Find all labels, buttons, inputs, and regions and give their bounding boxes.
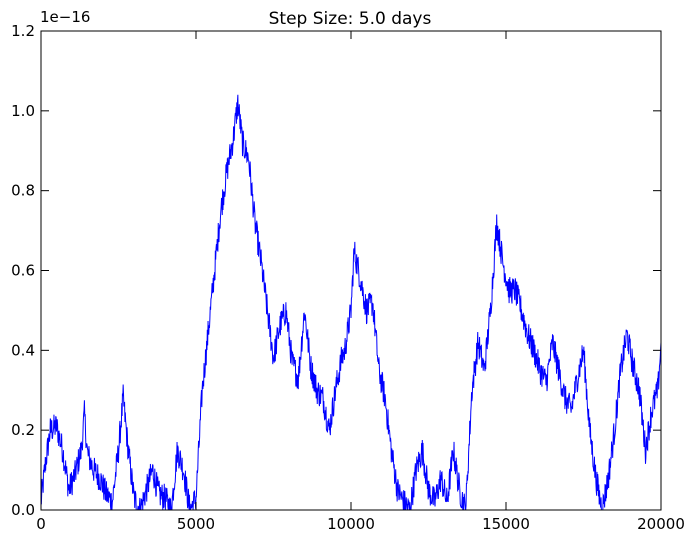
x-tick-label: 15000: [482, 515, 530, 533]
y-tick-label: 1.0: [11, 102, 35, 120]
y-exponent-label: 1e−16: [40, 8, 90, 26]
y-tick-label: 0.0: [11, 501, 35, 519]
chart-title: Step Size: 5.0 days: [269, 9, 432, 29]
y-tick-label: 0.4: [11, 341, 35, 359]
axis-ticks: [40, 30, 662, 511]
y-tick-label: 0.8: [11, 182, 35, 200]
y-tick-label: 0.2: [11, 421, 35, 439]
y-tick-label: 1.2: [11, 22, 35, 40]
tick-labels: 0 5000 10000 15000 20000 0.0 0.2 0.4 0.6 0.8 1.0 1.…: [11, 22, 685, 533]
x-tick-label: 10000: [327, 515, 375, 533]
x-tick-label: 5000: [177, 515, 215, 533]
series-line: [41, 94, 661, 510]
x-tick-label: 0: [36, 515, 46, 533]
x-tick-label: 20000: [637, 515, 685, 533]
y-tick-label: 0.6: [11, 262, 35, 280]
plot-frame: [40, 30, 662, 511]
